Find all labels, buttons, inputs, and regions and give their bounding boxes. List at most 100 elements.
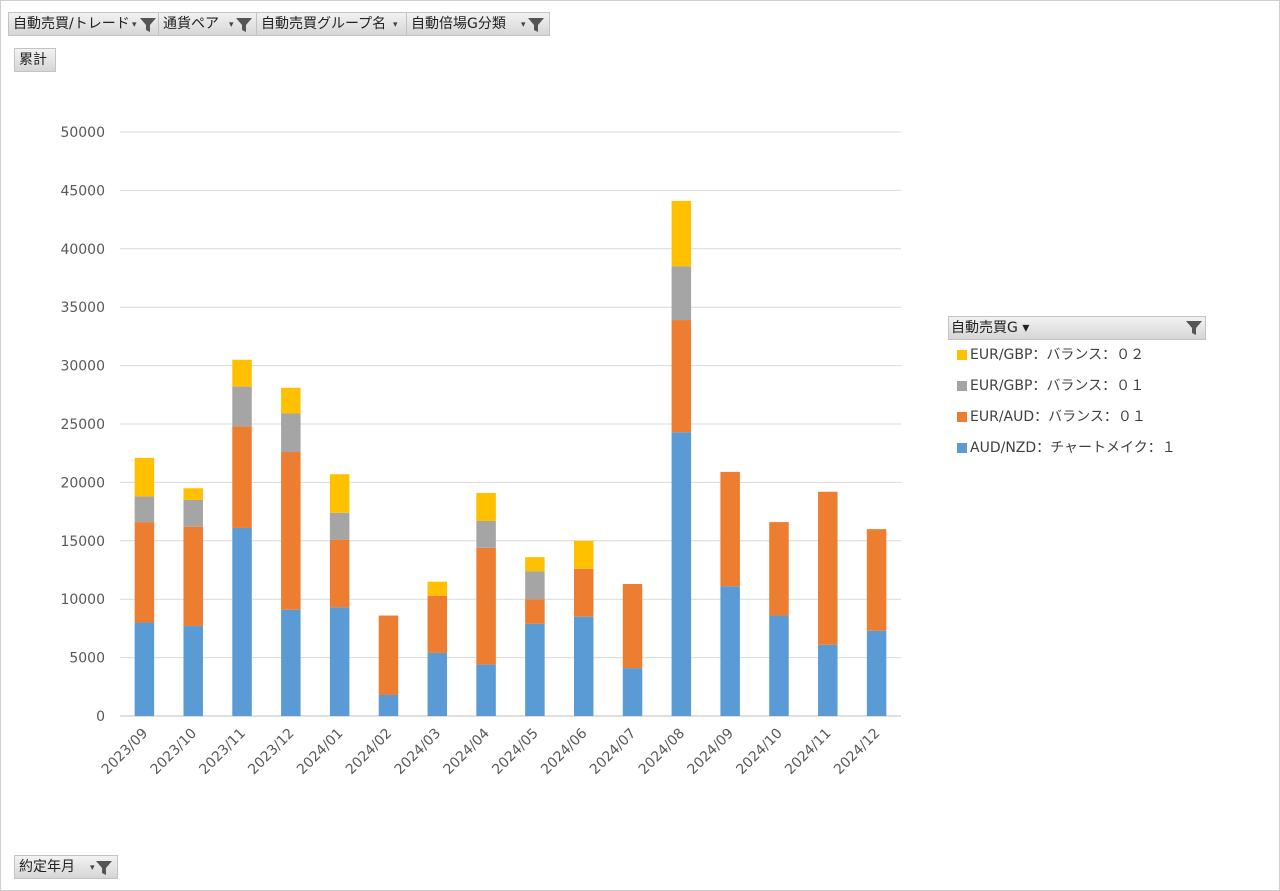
filter-funnel-icon[interactable] [527,16,545,34]
filter-funnel-icon[interactable] [95,859,113,877]
bar-segment[interactable] [476,547,496,665]
bar-segment[interactable] [134,496,155,523]
value-field-button[interactable]: 累計 [14,48,56,72]
bar-segment[interactable] [525,571,545,600]
bar-segment[interactable] [183,488,203,500]
bar-segment[interactable] [622,584,643,669]
bar-segment[interactable] [232,527,252,716]
legend-label: AUD/NZD：チャートメイク：１ [970,440,1176,456]
legend-item[interactable]: AUD/NZD：チャートメイク：１ [948,433,1206,464]
bar-segment[interactable] [671,266,692,321]
filter-auto-trade-button[interactable]: 自動売買/トレード ▾ [8,12,160,36]
legend-label: EUR/AUD：バランス：０１ [970,409,1146,425]
bar-segment[interactable] [183,626,203,716]
bar-segment[interactable] [818,491,838,645]
bar-segment[interactable] [183,526,203,627]
bar-segment[interactable] [866,630,887,716]
legend-label: EUR/GBP：バランス：０２ [970,347,1145,363]
x-tick-label: 2023/11 [196,726,248,778]
bar-segment[interactable] [573,540,594,569]
bar-segment[interactable] [573,568,594,617]
x-tick-label: 2024/02 [343,726,395,778]
filter-auto-trade-label: 自動売買/トレード [13,16,130,32]
x-tick-label: 2023/12 [245,726,297,778]
bar-segment[interactable] [329,512,350,540]
bar-segment[interactable] [573,616,594,716]
bar-segment[interactable] [720,471,740,587]
bar-segment[interactable] [818,644,838,716]
x-tick-label: 2023/10 [148,726,200,778]
x-tick-label: 2024/01 [294,726,346,778]
y-tick-label: 35000 [60,300,105,316]
legend-item[interactable]: EUR/GBP：バランス：０２ [948,340,1206,371]
y-tick-label: 45000 [60,183,105,199]
dropdown-arrow-icon: ▾ [521,20,526,30]
bar-segment[interactable] [769,522,789,616]
bar-segment[interactable] [183,499,203,527]
bar-segment[interactable] [134,457,155,497]
bar-segment[interactable] [329,539,350,608]
bar-segment[interactable] [329,607,350,716]
legend-header-button[interactable]: 自動売買G ▾ [948,316,1206,340]
bar-segment[interactable] [525,599,545,624]
bar-segment[interactable] [476,520,496,548]
bar-segment[interactable] [232,359,252,387]
bar-segment[interactable] [329,474,350,513]
value-field-label: 累計 [19,52,47,68]
filter-currency-pair-button[interactable]: 通貨ペア ▾ [158,12,258,36]
y-tick-label: 10000 [60,592,105,608]
bar-segment[interactable] [427,581,448,596]
axis-field-button[interactable]: 約定年月 ▾ [14,855,118,879]
legend-swatch [957,412,967,422]
x-tick-label: 2024/08 [636,726,688,778]
filter-funnel-icon[interactable] [1185,319,1203,337]
bars [134,200,887,716]
legend-label: EUR/GBP：バランス：０１ [970,378,1145,394]
x-tick-label: 2024/10 [733,726,785,778]
filter-multiplier-category-button[interactable]: 自動倍場G分類 ▾ [406,12,550,36]
bar-segment[interactable] [232,426,252,528]
filter-funnel-icon[interactable] [235,16,253,34]
bar-segment[interactable] [378,694,399,716]
dropdown-arrow-icon: ▾ [229,20,234,30]
y-axis-tick-labels: 0 5000 10000 15000 20000 25000 30000 35000 40000… [60,125,105,725]
legend: 自動売買G ▾ EUR/GBP：バランス：０２ EUR/GBP：バランス：０１ EU… [948,316,1206,464]
bar-segment[interactable] [671,200,692,267]
bar-segment[interactable] [476,492,496,521]
bar-segment[interactable] [525,557,545,572]
filter-auto-group-name-button[interactable]: 自動売買グループ名 ▾ [256,12,408,36]
bar-segment[interactable] [281,413,301,453]
legend-item[interactable]: EUR/GBP：バランス：０１ [948,371,1206,402]
bar-segment[interactable] [281,452,301,610]
legend-item[interactable]: EUR/AUD：バランス：０１ [948,402,1206,433]
y-tick-label: 15000 [60,534,105,550]
bar-segment[interactable] [232,386,252,427]
bar-segment[interactable] [134,622,155,716]
filter-currency-pair-label: 通貨ペア [163,16,219,32]
x-tick-label: 2024/03 [392,726,444,778]
dropdown-arrow-icon: ▾ [393,20,398,30]
filter-multiplier-category-label: 自動倍場G分類 [411,16,506,32]
bar-segment[interactable] [378,615,399,695]
bar-segment[interactable] [427,652,448,716]
bar-segment[interactable] [720,586,740,716]
bar-segment[interactable] [769,615,789,716]
filter-auto-group-name-label: 自動売買グループ名 [261,16,387,32]
filter-funnel-icon[interactable] [139,16,157,34]
x-tick-label: 2024/06 [538,725,591,778]
bar-segment[interactable] [281,609,301,716]
bar-segment[interactable] [525,623,545,716]
bar-segment[interactable] [622,668,643,716]
bar-segment[interactable] [671,432,692,716]
bar-segment[interactable] [427,595,448,653]
y-tick-label: 20000 [60,475,105,491]
axis-field-label: 約定年月 [19,859,75,875]
bar-segment[interactable] [671,320,692,433]
y-tick-label: 5000 [69,651,105,667]
dropdown-arrow-icon: ▾ [90,863,95,873]
bar-segment[interactable] [866,529,887,631]
bar-segment[interactable] [134,522,155,623]
bar-segment[interactable] [281,387,301,414]
bar-segment[interactable] [476,664,496,716]
x-tick-label: 2023/09 [99,726,151,778]
